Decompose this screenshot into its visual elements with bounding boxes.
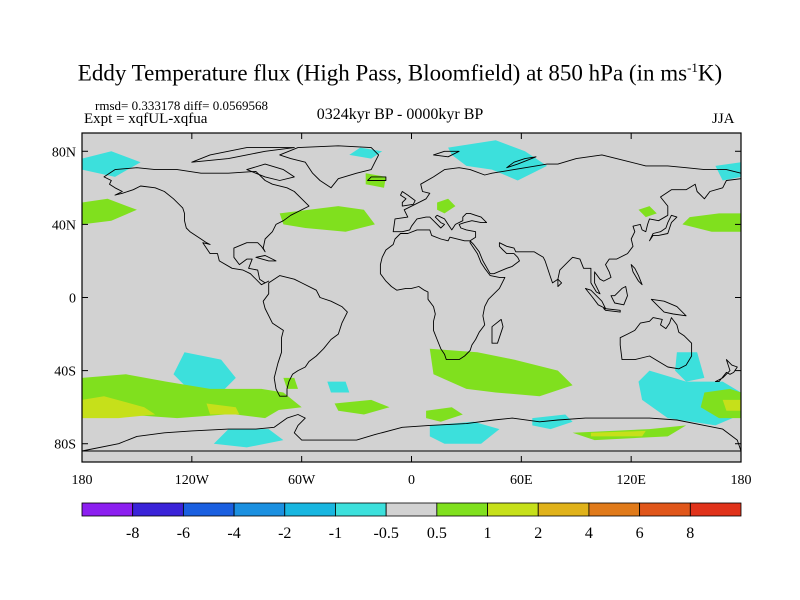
colorbar-label: -1 xyxy=(329,525,342,542)
colorbar-label: -8 xyxy=(126,525,139,542)
coastline-japan xyxy=(649,214,678,242)
colorbar-label: -0.5 xyxy=(373,525,398,542)
colorbar-swatch xyxy=(132,502,184,517)
colorbar-swatch xyxy=(639,502,691,517)
colorbar-label: 8 xyxy=(686,525,694,542)
colorbar-swatch xyxy=(182,502,235,517)
colorbar-swatch xyxy=(81,502,134,517)
colorbar-swatch xyxy=(233,502,286,517)
flux-region-6 xyxy=(213,429,284,448)
y-tick-label: 0 xyxy=(69,292,76,307)
coastline-borneo xyxy=(610,286,628,306)
flux-region-10 xyxy=(675,352,705,382)
colorbar-swatch xyxy=(487,502,539,517)
season-label: JJA xyxy=(712,111,735,127)
x-tick-label: 180 xyxy=(72,473,93,488)
coastline-baffin xyxy=(246,163,295,181)
chart-title: Eddy Temperature flux (High Pass, Bloomf… xyxy=(77,60,723,86)
x-tick-label: 60E xyxy=(510,473,533,488)
flux-region-15 xyxy=(437,198,456,214)
coastline-madagascar xyxy=(491,318,504,344)
x-tick-label: 120E xyxy=(616,473,646,488)
x-axis: 180 120W 60W 0 60E 120E 180 xyxy=(72,133,752,488)
y-axis: 80N 40N 0 40S 80S xyxy=(52,145,741,453)
flux-regions xyxy=(82,140,741,448)
coastlines xyxy=(81,145,742,452)
period-text: 0324kyr BP - 0000kyr BP xyxy=(316,106,484,123)
flux-region-0 xyxy=(82,151,141,177)
flux-region-18 xyxy=(682,213,741,232)
flux-region-8 xyxy=(429,421,500,444)
coastline-uk xyxy=(400,191,416,207)
stats-text: rmsd= 0.333178 diff= 0.0569568 xyxy=(95,98,268,113)
coastline-antarctica xyxy=(81,414,742,452)
colorbar-label: -2 xyxy=(278,525,291,542)
colorbar-label: 6 xyxy=(636,525,644,542)
colorbar-label: -4 xyxy=(227,525,240,542)
experiment-text: Expt = xqfUL-xqfua xyxy=(84,111,208,127)
coastline-new-guinea xyxy=(650,298,687,317)
coastline-new-zealand xyxy=(714,359,738,383)
coastline-north-america xyxy=(103,167,310,286)
flux-region-2 xyxy=(448,140,547,181)
x-tick-label: 180 xyxy=(731,473,752,488)
colorbar-label: 2 xyxy=(534,525,542,542)
flux-region-16 xyxy=(283,377,298,389)
flux-region-20 xyxy=(228,399,284,419)
flux-region-17 xyxy=(638,206,657,218)
coastline-cuba xyxy=(255,255,277,262)
colorbar: -8 -6 -4 -2 -1 -0.5 0.5 1 2 4 6 8 xyxy=(81,502,742,542)
coastline-philippines xyxy=(630,264,643,286)
flux-region-22 xyxy=(429,348,573,397)
y-tick-label: 40N xyxy=(52,218,76,233)
coastline-java xyxy=(603,308,621,313)
flux-region-28 xyxy=(590,430,646,437)
flux-region-21 xyxy=(334,399,390,415)
colorbar-label: -6 xyxy=(177,525,190,542)
flux-region-7 xyxy=(327,381,350,393)
flux-region-9 xyxy=(532,414,573,430)
x-tick-label: 0 xyxy=(408,473,415,488)
x-tick-label: 60W xyxy=(288,473,316,488)
colorbar-swatch xyxy=(689,502,742,517)
colorbar-swatch xyxy=(537,502,590,517)
title-superscript: -1 xyxy=(687,60,698,75)
colorbar-swatch xyxy=(335,502,387,517)
flux-region-4 xyxy=(173,352,236,397)
colorbar-swatch xyxy=(284,502,336,517)
y-tick-label: 40S xyxy=(54,365,76,380)
colorbar-label: 4 xyxy=(585,525,593,542)
coastline-australia xyxy=(619,317,693,370)
coastline-eurasia-africa xyxy=(379,154,742,361)
colorbar-label: 1 xyxy=(484,525,492,542)
flux-region-3 xyxy=(715,162,741,181)
coastline-iceland xyxy=(367,176,387,181)
colorbar-swatch xyxy=(436,502,488,517)
flux-region-26 xyxy=(82,396,156,419)
colorbar-label: 0.5 xyxy=(427,525,447,542)
coastline-svalbard xyxy=(433,150,460,158)
coastline-sri-lanka xyxy=(557,278,563,287)
coastline-canadian-arctic xyxy=(191,147,295,163)
flux-region-14 xyxy=(279,206,375,232)
coastline-south-america xyxy=(262,275,348,397)
y-tick-label: 80N xyxy=(52,145,76,160)
flux-region-29 xyxy=(722,399,741,411)
x-tick-label: 120W xyxy=(175,473,210,488)
coastline-greenland xyxy=(279,145,380,189)
y-tick-label: 80S xyxy=(54,438,76,453)
flux-region-27 xyxy=(206,403,240,415)
flux-region-12 xyxy=(82,198,137,225)
colorbar-swatch xyxy=(588,502,641,517)
flux-region-23 xyxy=(426,407,463,422)
colorbar-swatch xyxy=(385,502,438,517)
coastline-novaya-zemlya xyxy=(506,156,537,169)
